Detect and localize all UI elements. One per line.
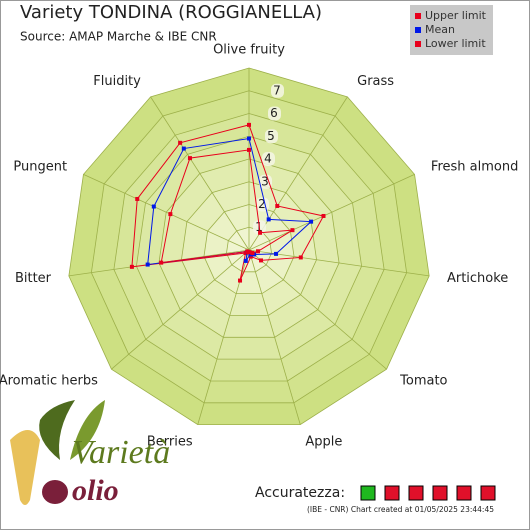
axis-label: Apple <box>305 434 342 449</box>
point <box>243 258 248 263</box>
point <box>168 212 173 217</box>
point <box>248 254 253 259</box>
point <box>275 203 280 208</box>
accuracy-box <box>456 485 472 501</box>
point <box>321 213 326 218</box>
axis-label: Pungent <box>13 159 67 174</box>
leaf <box>70 400 105 460</box>
accuracy-box <box>408 485 424 501</box>
tick-label-bg <box>271 83 284 98</box>
point <box>238 278 243 283</box>
legend-swatch <box>415 41 421 47</box>
axis-label: Bitter <box>15 271 52 286</box>
point <box>129 264 134 269</box>
spoke <box>248 249 301 425</box>
spoke <box>83 174 250 251</box>
point <box>290 228 295 233</box>
point <box>259 258 264 263</box>
axis-label: Olive fruity <box>213 43 285 58</box>
logo-one <box>10 430 40 505</box>
axis-label: Fluidity <box>93 74 141 89</box>
accuracy-box <box>384 485 400 501</box>
series-line <box>147 137 313 266</box>
legend-label: Mean <box>425 23 455 36</box>
point <box>309 219 314 224</box>
point <box>274 251 279 256</box>
point <box>298 255 303 260</box>
axis-label: Tomato <box>399 373 447 388</box>
spoke <box>111 249 250 370</box>
plot: Olive fruity Grass Fresh almond Artichoke To… <box>0 43 518 450</box>
legend-label: Upper limit <box>425 9 487 22</box>
axis-label: Artichoke <box>447 271 508 286</box>
accuracy-box <box>480 485 496 501</box>
tick-label-bg <box>268 106 281 121</box>
y-tick-label: 2 <box>258 197 266 211</box>
leaf <box>39 400 75 460</box>
logo: Varietà olio <box>10 400 170 507</box>
y-tick-label: 7 <box>273 83 281 97</box>
point <box>159 260 164 265</box>
accuracy-label: Accuratezza: <box>255 485 345 501</box>
y-tick-label: 5 <box>267 129 275 143</box>
chart-title: Variety TONDINA (ROGGIANELLA) <box>20 2 322 23</box>
y-tick-label: 4 <box>264 152 272 166</box>
legend-swatch <box>415 13 421 19</box>
logo-text: Varietà <box>72 434 170 471</box>
point <box>266 217 271 222</box>
tick-label-bg <box>265 129 278 144</box>
y-tick-label: 6 <box>270 106 278 120</box>
axis-label: Aromatic herbs <box>0 373 98 388</box>
accuracy-box <box>432 485 448 501</box>
legend-label: Lower limit <box>425 37 486 50</box>
point <box>181 146 186 151</box>
series-line <box>131 124 325 281</box>
legend-swatch <box>415 27 421 33</box>
point <box>145 262 150 267</box>
axis-label: Grass <box>357 74 394 89</box>
spoke <box>150 96 250 251</box>
chart-subtitle: Source: AMAP Marche & IBE CNR <box>20 30 217 44</box>
logo-olive <box>42 480 68 504</box>
tick-label-bg <box>262 152 275 166</box>
point <box>247 147 251 152</box>
spoke <box>248 174 415 251</box>
spoke <box>248 249 387 370</box>
point <box>178 140 183 145</box>
spoke <box>248 249 430 277</box>
logo-text: olio <box>72 474 119 507</box>
point <box>135 196 140 201</box>
axis-label: Fresh almond <box>431 159 518 174</box>
axis-label: Berries <box>147 434 193 449</box>
point <box>256 249 261 254</box>
accuracy-box <box>360 485 376 501</box>
point <box>151 204 156 209</box>
point <box>248 252 253 257</box>
point <box>245 249 250 254</box>
y-tick-label: 3 <box>261 174 269 188</box>
legend-box <box>410 5 493 55</box>
point <box>247 136 251 141</box>
accuracy-boxes <box>360 485 496 501</box>
point <box>187 156 192 161</box>
point <box>247 122 251 127</box>
credit: (IBE - CNR) Chart created at 01/05/2025 … <box>307 505 494 514</box>
point <box>258 230 263 235</box>
point <box>250 250 255 255</box>
tick-label-bg <box>259 174 272 189</box>
